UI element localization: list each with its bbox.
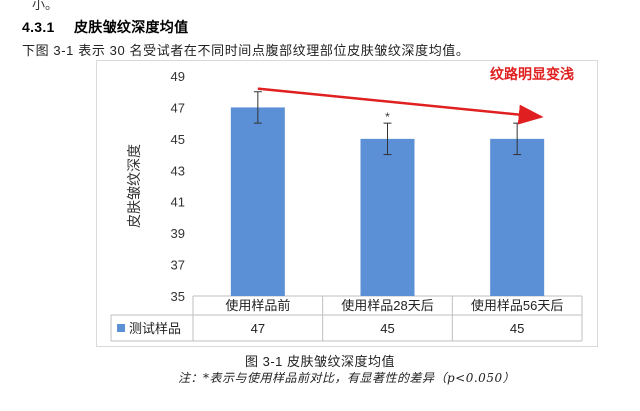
figure-note: 注：*表示与使用样品前对比，有显著性的差异（p<0.050） — [178, 371, 516, 385]
category-label: 使用样品56天后 — [471, 298, 563, 313]
legend-label: 测试样品 — [129, 321, 181, 336]
table-value: 45 — [510, 321, 524, 336]
y-tick-label: 45 — [171, 132, 185, 147]
significance-mark: * — [385, 110, 390, 124]
y-tick-label: 43 — [171, 163, 185, 178]
figure-caption: 图 3-1 皮肤皱纹深度均值 — [244, 354, 395, 369]
category-label: 使用样品前 — [225, 298, 290, 313]
y-tick-label: 41 — [171, 195, 185, 210]
section-heading: 4.3.1 皮肤皱纹深度均值 — [22, 17, 188, 37]
intro-paragraph: 下图 3-1 表示 30 名受试者在不同时间点腹部纹理部位皮肤皱纹深度均值。 — [22, 43, 470, 58]
table-value: 47 — [251, 321, 265, 336]
bar — [490, 138, 545, 296]
bar — [230, 107, 285, 296]
previous-text-fragment: 小。 — [32, 0, 59, 12]
y-tick-label: 35 — [171, 289, 185, 304]
section-title: 皮肤皱纹深度均值 — [74, 19, 189, 35]
y-tick-label: 37 — [171, 258, 185, 273]
y-axis-label: 皮肤皱纹深度 — [126, 144, 142, 228]
section-number: 4.3.1 — [22, 19, 55, 35]
chart-container: 35 37 39 41 43 45 47 49 皮肤皱纹深度使用样品前 47 * 使用样品28天后 45… — [96, 60, 598, 347]
annotation-label: 纹路明显变浅 — [490, 66, 574, 82]
trend-arrow — [257, 87, 544, 125]
legend-swatch — [117, 324, 125, 332]
bar — [360, 138, 415, 296]
y-tick-label: 39 — [171, 226, 185, 241]
category-label: 使用样品28天后 — [341, 298, 433, 313]
table-value: 45 — [380, 321, 394, 336]
y-tick-label: 49 — [171, 69, 185, 84]
y-tick-label: 47 — [171, 100, 185, 115]
